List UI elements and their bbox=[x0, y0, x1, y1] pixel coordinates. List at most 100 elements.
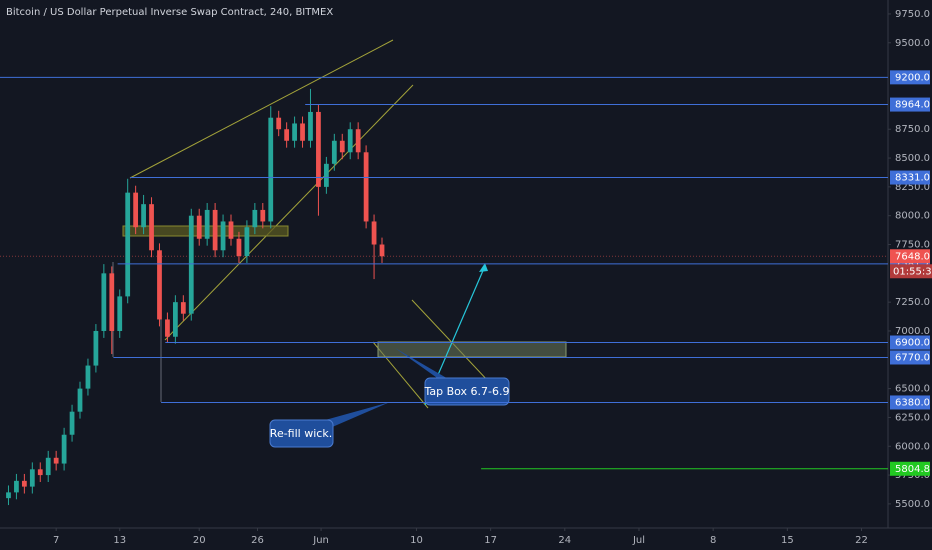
callout-text: Re-fill wick. bbox=[270, 427, 332, 440]
chart-title: Bitcoin / US Dollar Perpetual Inverse Sw… bbox=[6, 7, 333, 18]
candle-body bbox=[117, 296, 123, 331]
callout bbox=[269, 419, 334, 448]
candle-body bbox=[284, 129, 290, 141]
candle-body bbox=[276, 117, 282, 130]
candle-body bbox=[125, 192, 131, 297]
candle-body bbox=[379, 244, 385, 257]
candle-body bbox=[339, 140, 345, 153]
level-label-box bbox=[890, 461, 930, 476]
y-tick-label: 8250.0 bbox=[895, 182, 930, 193]
candle-body bbox=[260, 209, 266, 222]
candle-body bbox=[141, 204, 146, 228]
x-tick-label: Jun bbox=[312, 535, 329, 546]
candle-body bbox=[292, 123, 297, 141]
x-tick-label: 8 bbox=[710, 535, 716, 546]
y-tick-label: 7000.0 bbox=[895, 326, 930, 337]
y-tick-label: 8000.0 bbox=[895, 211, 930, 222]
level-label-box bbox=[890, 395, 930, 410]
countdown-box bbox=[890, 264, 932, 279]
candle-body bbox=[204, 209, 210, 239]
level-label-box bbox=[890, 350, 930, 365]
callout bbox=[424, 377, 510, 406]
candle-body bbox=[45, 457, 51, 476]
y-tick-label: 7750.0 bbox=[895, 240, 930, 251]
y-tick-label: 5500.0 bbox=[895, 499, 930, 510]
candle-body bbox=[21, 480, 27, 487]
candle-body bbox=[308, 111, 313, 141]
last-price-box bbox=[890, 249, 930, 264]
trend-line bbox=[164, 84, 414, 341]
trend-line bbox=[129, 39, 394, 179]
candle-body bbox=[149, 204, 154, 251]
y-tick-label: 6250.0 bbox=[895, 412, 930, 423]
x-tick-label: 22 bbox=[855, 535, 868, 546]
x-tick-label: 13 bbox=[113, 535, 126, 546]
candle-body bbox=[244, 227, 250, 257]
plot bbox=[0, 88, 888, 506]
candle-body bbox=[77, 388, 83, 412]
y-tick-label: 9750.0 bbox=[895, 9, 930, 20]
level-label: 5804.8 bbox=[895, 464, 930, 475]
x-tick-label: 7 bbox=[53, 535, 59, 546]
candle-body bbox=[252, 209, 258, 228]
candle-body bbox=[212, 209, 218, 251]
candle-body bbox=[101, 273, 107, 331]
candle-body bbox=[14, 480, 19, 493]
y-tick-label: 8750.0 bbox=[895, 124, 930, 135]
candle-body bbox=[188, 215, 194, 314]
candle-body bbox=[37, 469, 43, 476]
candle-body bbox=[347, 129, 353, 153]
level-label-box bbox=[890, 170, 930, 185]
x-tick-label: 15 bbox=[781, 535, 794, 546]
y-tick-label: 7250.0 bbox=[895, 297, 930, 308]
candle-body bbox=[109, 273, 115, 331]
candle-body bbox=[371, 221, 377, 245]
y-tick-label: 9500.0 bbox=[895, 38, 930, 49]
level-label: 6380.0 bbox=[895, 397, 930, 408]
candle-body bbox=[363, 152, 369, 222]
candle-body bbox=[61, 434, 67, 464]
candle-body bbox=[268, 117, 274, 222]
level-label-box bbox=[890, 70, 930, 85]
candle-body bbox=[69, 411, 75, 435]
level-label: 6770.0 bbox=[895, 352, 930, 363]
candle-body bbox=[6, 492, 11, 499]
x-tick-label: 20 bbox=[193, 535, 206, 546]
candle-body bbox=[220, 221, 226, 251]
level-label: 8331.0 bbox=[895, 173, 930, 184]
candle-body bbox=[165, 319, 170, 337]
candle-body bbox=[172, 302, 178, 337]
countdown-label: 01:55:31 bbox=[893, 266, 932, 277]
x-tick-label: 24 bbox=[558, 535, 571, 546]
candle-body bbox=[133, 192, 139, 228]
x-tick-label: 26 bbox=[251, 535, 264, 546]
candle-body bbox=[323, 163, 329, 187]
candle-body bbox=[331, 140, 337, 164]
x-tick-label: 10 bbox=[410, 535, 423, 546]
candle-body bbox=[29, 469, 35, 487]
callout-pointer bbox=[318, 402, 390, 428]
x-tick-label: 17 bbox=[484, 535, 497, 546]
arrow-head bbox=[479, 263, 488, 272]
level-label: 6900.0 bbox=[895, 338, 930, 349]
callout-pointer bbox=[395, 348, 450, 380]
candle-body bbox=[180, 302, 186, 314]
y-tick-label: 6000.0 bbox=[895, 441, 930, 452]
candle-body bbox=[316, 111, 321, 187]
level-label-box bbox=[890, 97, 930, 112]
last-price-label: 7648.0 bbox=[895, 251, 930, 262]
level-label: 9200.0 bbox=[895, 72, 930, 83]
level-label-box bbox=[890, 335, 930, 350]
y-tick-label: 6500.0 bbox=[895, 384, 930, 395]
candle-body bbox=[157, 250, 162, 320]
y-tick-label: 8500.0 bbox=[895, 153, 930, 164]
level-label: 8964.0 bbox=[895, 100, 930, 111]
candle-body bbox=[236, 238, 242, 257]
candle-body bbox=[53, 457, 59, 464]
candle-body bbox=[93, 330, 99, 366]
candle-body bbox=[85, 365, 91, 389]
candle-body bbox=[355, 129, 361, 153]
overlay: Tap Box 6.7-6.9 Re-fill wick. bbox=[269, 263, 567, 448]
x-tick-label: Jul bbox=[632, 535, 645, 546]
